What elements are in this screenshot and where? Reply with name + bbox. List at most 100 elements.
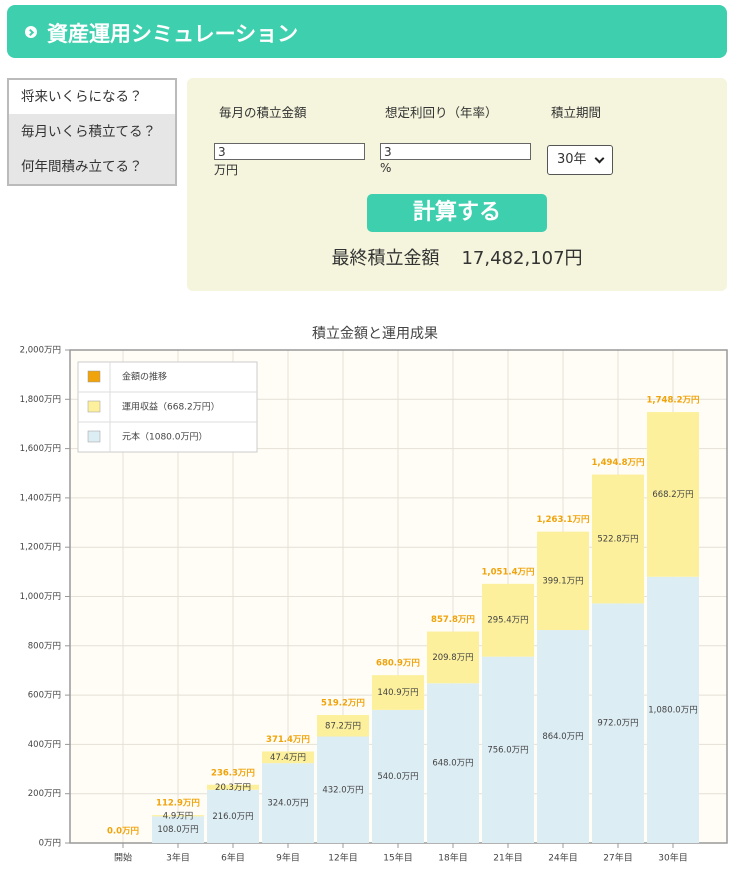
legend-swatch [87,430,101,443]
bar-segment [482,583,534,657]
x-tick-label: 24年目 [548,852,577,864]
x-tick-label: 30年目 [658,852,687,864]
form-panel [187,78,727,291]
total-label: 680.9万円 [376,659,420,669]
bar-segment [647,412,699,577]
result-label: 最終積立金額 [331,248,440,269]
bar-segment [537,531,589,631]
unit-label: % [380,161,392,175]
text-input[interactable]: 3 [380,143,531,160]
data-label: 140.9万円 [377,688,418,698]
y-tick-label: 1,000万円 [20,592,61,602]
legend-swatch [87,370,101,383]
header: 資産運用シミュレーション [7,5,727,58]
y-tick-label: 0万円 [39,839,61,849]
bar-segment [207,784,259,790]
calc-button[interactable]: 計算する [367,194,547,232]
data-label: 108.0万円 [157,825,198,835]
y-tick-label: 2,000万円 [20,346,61,356]
bar-segment [372,675,424,710]
x-tick-label: 27年目 [603,852,632,864]
bar-segment [592,474,644,604]
select[interactable]: 30年 [547,145,613,175]
data-label: 668.2万円 [652,490,693,500]
data-label: 47.4万円 [270,753,306,763]
bar-segment [317,715,369,737]
bar-segment [372,709,424,843]
bar-segment [262,751,314,764]
data-label: 540.0万円 [377,772,418,782]
tab[interactable]: 毎月いくら積立てる？ [21,124,156,140]
data-label: 4.9万円 [163,811,194,821]
data-label: 432.0万円 [322,785,363,795]
bar-segment [427,631,479,684]
header-title: 資産運用シミュレーション [47,22,299,46]
tab[interactable]: 将来いくらになる？ [9,80,175,114]
x-tick-label: 12年目 [328,852,357,864]
legend-label: 金額の推移 [122,371,167,383]
legend-swatch [87,400,101,413]
bar-segment [592,603,644,843]
bar-segment [207,789,259,843]
result-value: 17,482,107円 [461,248,583,269]
tab[interactable]: 何年間積み立てる？ [21,159,143,175]
data-label: 209.8万円 [432,653,473,663]
total-label: 1,263.1万円 [536,515,589,525]
legend-label: 運用収益（668.2万円） [122,401,220,413]
data-label: 20.3万円 [215,783,251,793]
bar-segment [152,815,204,817]
x-tick-label: 9年目 [276,852,300,864]
y-tick-label: 1,200万円 [20,543,61,553]
data-label: 522.8万円 [597,534,638,544]
data-label: 87.2万円 [325,721,361,731]
x-tick-label: 3年目 [166,852,190,864]
total-label: 371.4万円 [266,735,310,745]
data-label: 972.0万円 [597,719,638,729]
y-tick-label: 1,600万円 [20,444,61,454]
x-tick-label: 6年目 [221,852,245,864]
data-label: 756.0万円 [487,745,528,755]
total-label: 1,494.8万円 [591,458,644,468]
data-label: 1,080.0万円 [648,705,697,715]
y-tick-label: 400万円 [28,740,61,750]
result: 最終積立金額 17,482,107円 [187,244,727,270]
bar-segment [427,683,479,843]
data-label: 399.1万円 [542,576,583,586]
data-label: 864.0万円 [542,732,583,742]
legend-box [77,361,258,453]
x-tick-label: 18年目 [438,852,467,864]
bar-segment [537,630,589,843]
total-label: 857.8万円 [431,615,475,625]
data-label: 295.4万円 [487,616,528,626]
bar-segment [262,763,314,843]
y-tick-label: 1,800万円 [20,395,61,405]
x-tick-label: 15年目 [383,852,412,864]
field-label: 毎月の積立金額 [219,105,307,120]
y-tick-label: 600万円 [28,691,61,701]
total-label: 1,748.2万円 [646,396,699,406]
header-icon [25,26,37,38]
bar-segment [152,816,204,843]
tab-list: 将来いくらになる？ 毎月いくら積立てる？ 何年間積み立てる？ [7,78,177,186]
unit-label: 万円 [214,163,239,177]
data-label: 216.0万円 [212,812,253,822]
bar-segment [647,576,699,843]
field-label: 積立期間 [551,105,602,120]
chart-title: 積立金額と運用成果 [312,326,438,342]
total-label: 236.3万円 [211,768,255,778]
text-input[interactable]: 3 [214,143,365,160]
y-tick-label: 800万円 [28,641,61,651]
legend-label: 元本（1080.0万円） [122,431,208,443]
total-label: 519.2万円 [321,699,365,709]
y-tick-label: 1,400万円 [20,493,61,503]
total-label: 0.0万円 [107,827,139,837]
data-label: 324.0万円 [267,799,308,809]
y-tick-label: 200万円 [28,789,61,799]
data-label: 648.0万円 [432,759,473,769]
x-tick-label: 開始 [114,852,132,864]
bar-segment [317,736,369,843]
total-label: 1,051.4万円 [481,567,534,577]
